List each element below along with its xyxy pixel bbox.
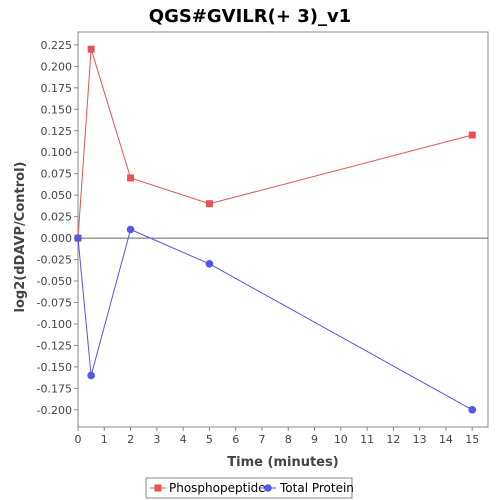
total-protein-point [468,406,477,414]
x-tick-label: 5 [206,433,213,446]
total-protein-point [126,225,135,234]
x-tick-label: 12 [386,433,400,446]
x-axis: 0 1 2 3 4 5 6 7 8 9 10 11 12 13 14 15 [75,427,479,446]
legend-phospho-marker [154,484,162,492]
y-tick-label: 0.175 [41,82,73,95]
legend-box [145,477,353,499]
y-tick-label: -0.100 [37,318,72,331]
x-tick-label: 11 [360,433,374,446]
y-tick-label: -0.050 [37,275,72,288]
x-tick-label: 0 [75,433,82,446]
x-tick-label: 1 [101,433,108,446]
y-tick-label: -0.150 [37,361,72,374]
x-tick-label: 4 [180,433,187,446]
y-tick-label: 0.125 [41,125,73,138]
phosphopeptide-point [468,131,476,139]
phosphopeptide-point [87,45,95,53]
series-layer [74,45,477,414]
total-protein-point [74,234,82,242]
x-tick-label: 7 [258,433,265,446]
legend-total-label: Total Protein [279,481,354,495]
y-tick-label: -0.075 [37,296,72,309]
y-tick-label: 0.025 [41,211,73,224]
y-axis: 0.225 0.200 0.175 0.150 0.125 0.100 0.075 0.050… [37,39,78,417]
y-axis-label: log2(dDAVP/Control) [13,162,28,313]
y-tick-label: -0.025 [37,254,72,267]
y-tick-label: 0.100 [41,146,73,159]
x-tick-label: 10 [334,433,348,446]
y-tick-label: 0.000 [41,232,73,245]
x-tick-label: 3 [153,433,160,446]
x-tick-label: 14 [439,433,453,446]
y-tick-label: 0.225 [41,39,73,52]
x-tick-label: 15 [465,433,479,446]
legend-total-marker [264,484,272,492]
total-protein-point [205,260,214,268]
y-tick-label: -0.175 [37,382,72,395]
y-tick-label: -0.125 [37,339,72,352]
x-tick-label: 8 [285,433,292,446]
legend: Phosphopeptide Total Protein [145,477,354,499]
x-tick-label: 13 [413,433,427,446]
x-tick-label: 6 [232,433,239,446]
y-tick-label: -0.200 [37,404,72,417]
x-tick-label: 9 [311,433,318,446]
x-axis-label: Time (minutes) [227,455,338,470]
y-tick-label: 0.200 [41,60,73,73]
phosphopeptide-point [127,174,135,182]
chart-title: QGS#GVILR(+ 3)_v1 [149,6,351,27]
y-tick-label: 0.050 [41,189,73,202]
legend-phospho-label: Phosphopeptide [169,481,266,495]
y-tick-label: 0.150 [41,103,73,116]
y-tick-label: 0.075 [41,168,73,181]
total-protein-point [87,371,95,380]
phosphopeptide-point [205,200,213,208]
x-tick-label: 2 [127,433,134,446]
plot-area [77,31,489,428]
